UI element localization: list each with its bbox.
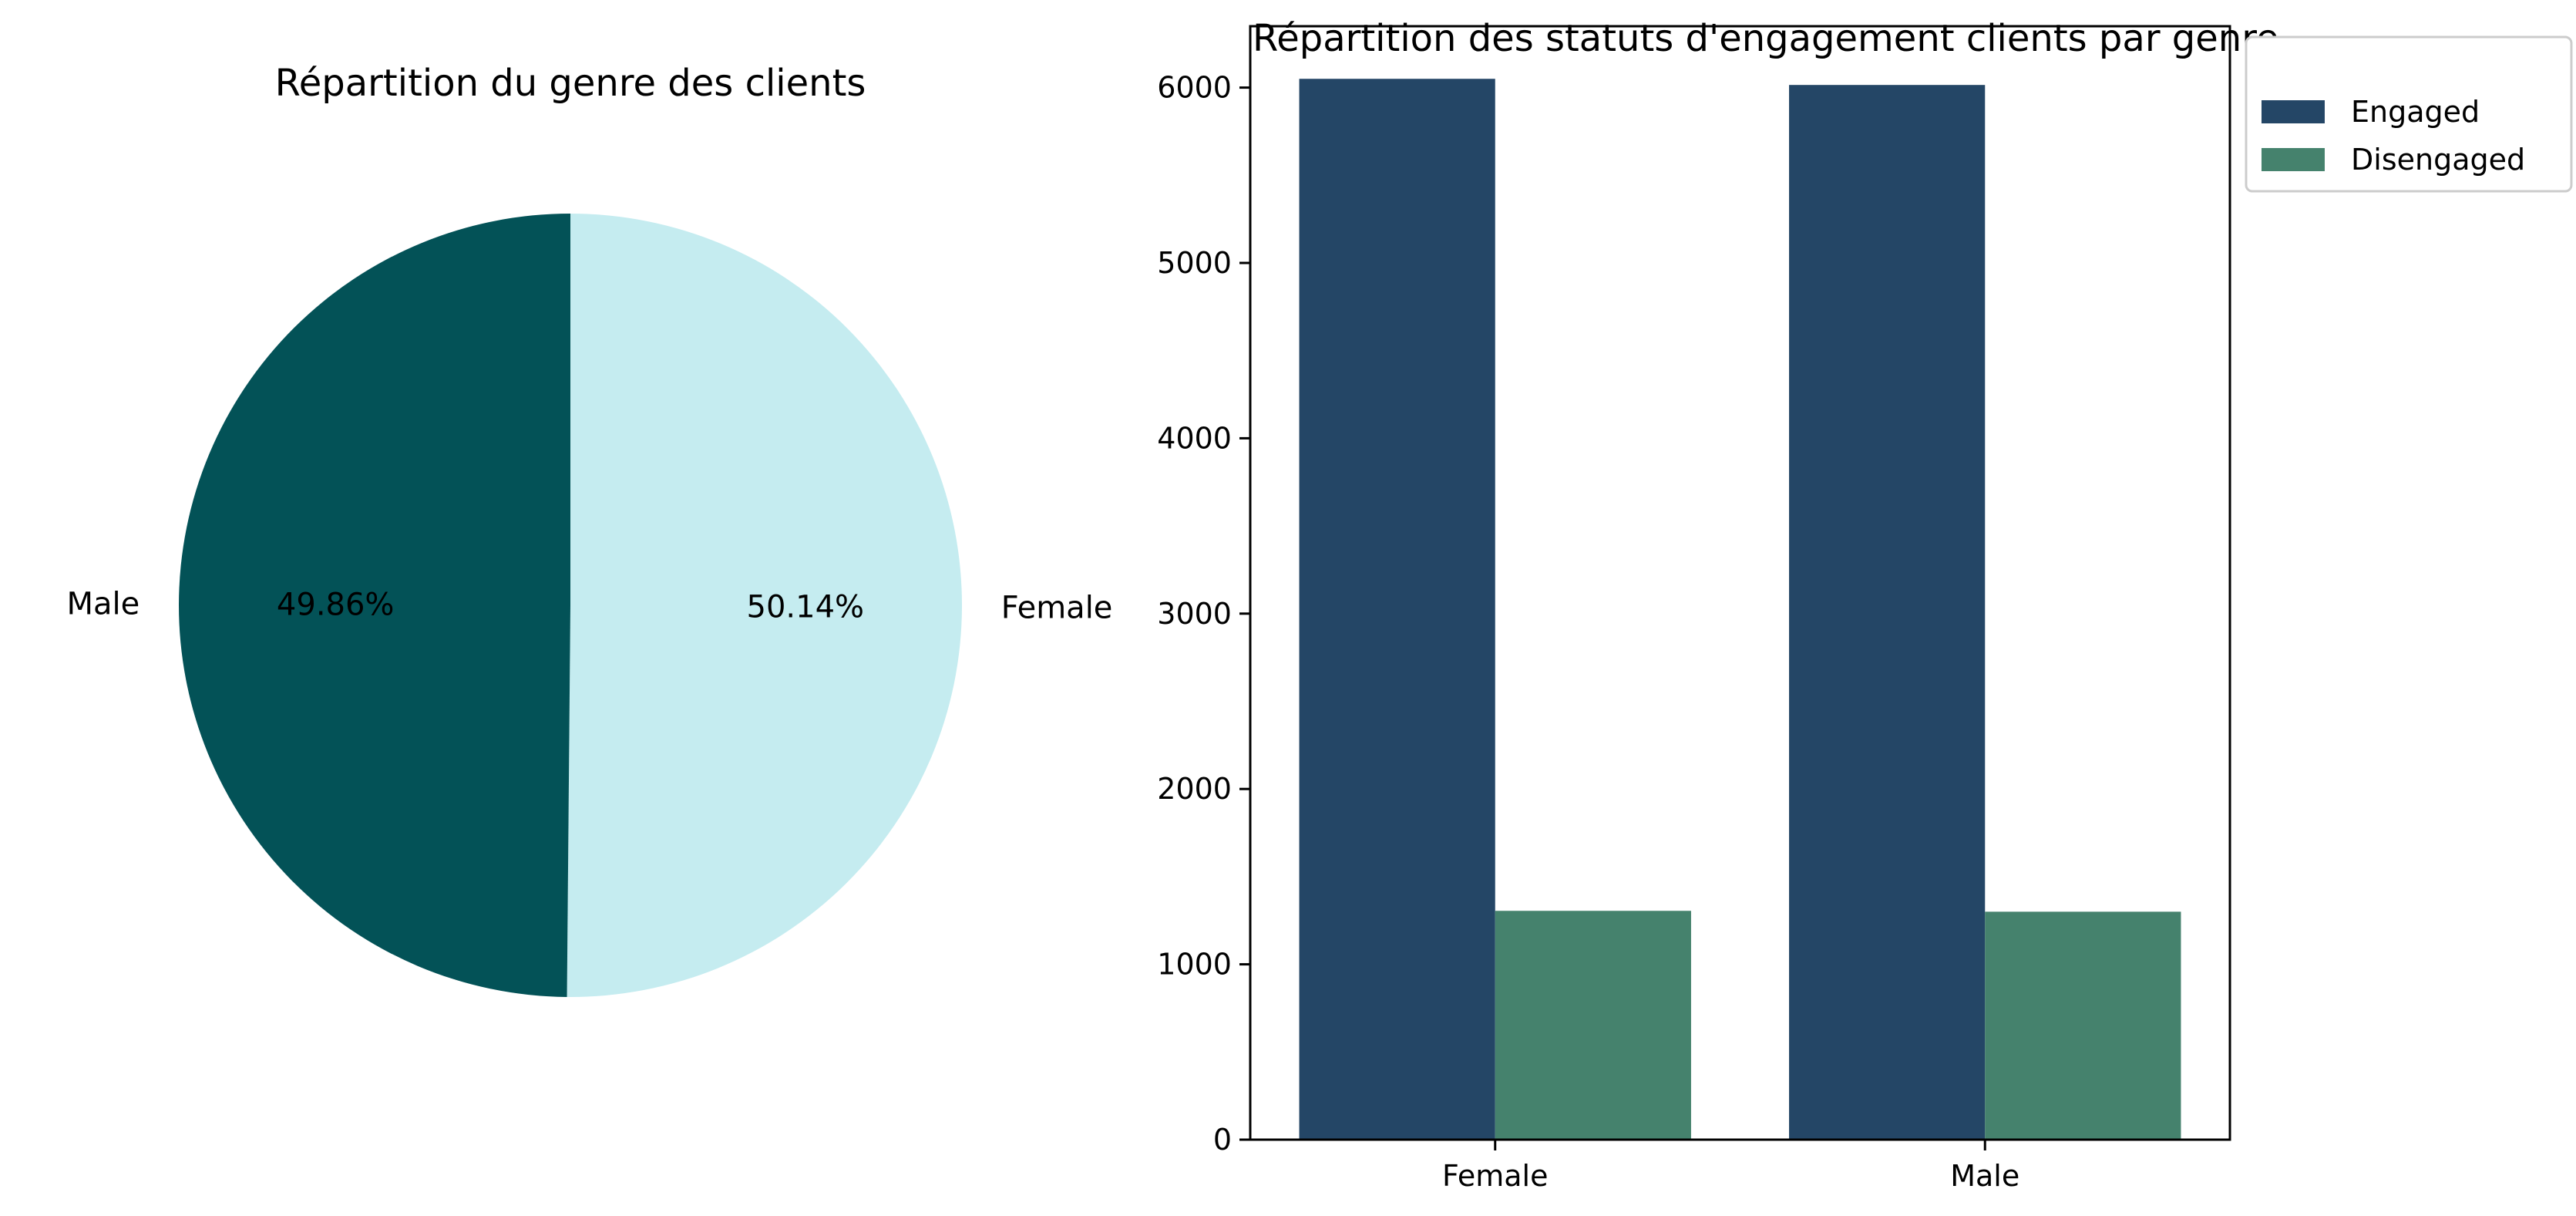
pie-slice-male — [179, 214, 570, 997]
x-tick-label-male: Male — [1950, 1159, 2019, 1193]
legend-swatch-disengaged — [2262, 148, 2325, 171]
bar-disengaged-female — [1495, 911, 1691, 1140]
pie-pct-label-male: 49.86% — [277, 588, 395, 623]
bar-chart: Répartition des statuts d'engagement cli… — [1157, 17, 2573, 1193]
pie-labels: 50.14% Female 49.86% Male — [66, 587, 1112, 626]
x-axis: Female Male — [1442, 1140, 2019, 1193]
x-tick-label-female: Female — [1442, 1159, 1548, 1193]
bar-chart-title: Répartition des statuts d'engagement cli… — [1253, 17, 2278, 60]
bar-engaged-male — [1789, 85, 1986, 1140]
legend-label-engaged: Engaged — [2351, 95, 2480, 129]
legend: Engaged Disengaged — [2245, 35, 2573, 193]
y-tick-label: 4000 — [1157, 421, 1232, 455]
y-tick-label: 0 — [1213, 1123, 1232, 1157]
legend-swatch-engaged — [2262, 100, 2325, 123]
plot-frame — [1249, 25, 2231, 1141]
pie-slice-female — [567, 214, 963, 998]
pie-label-male: Male — [66, 587, 140, 622]
pie-chart: Répartition du genre des clients 50.14% F… — [66, 62, 1112, 998]
legend-box — [2245, 35, 2573, 193]
y-tick-label: 3000 — [1157, 597, 1232, 631]
y-tick-label: 6000 — [1157, 71, 1232, 105]
bar-disengaged-male — [1985, 911, 2181, 1140]
pie-slices — [179, 214, 963, 998]
y-tick-label: 5000 — [1157, 246, 1232, 280]
y-tick-label: 2000 — [1157, 772, 1232, 806]
y-axis: 0 1000 2000 3000 4000 5000 6000 — [1157, 71, 1250, 1157]
pie-label-female: Female — [1001, 590, 1113, 625]
bars — [1299, 79, 2181, 1140]
legend-label-disengaged: Disengaged — [2351, 143, 2525, 177]
y-tick-label: 1000 — [1157, 948, 1232, 982]
bar-engaged-female — [1299, 79, 1495, 1140]
pie-pct-label-female: 50.14% — [747, 589, 865, 625]
pie-chart-title: Répartition du genre des clients — [275, 62, 866, 105]
